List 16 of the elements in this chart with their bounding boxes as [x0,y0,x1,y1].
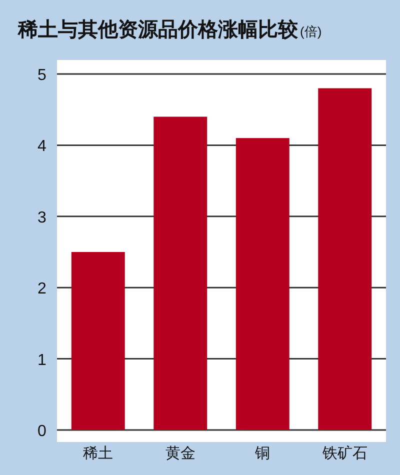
y-tick-label: 5 [38,67,47,84]
bar [71,252,125,430]
chart-title: 稀土与其他资源品价格涨幅比较 [17,19,299,41]
x-tick-label: 稀土 [83,445,114,462]
y-tick-label: 0 [38,423,47,440]
bar [318,88,372,430]
y-tick-label: 3 [38,209,47,226]
x-tick-label: 铁矿石 [321,445,368,462]
x-tick-label: 铜 [254,445,270,462]
bar [236,138,290,430]
y-tick-label: 2 [38,280,47,298]
y-tick-label: 1 [38,352,47,369]
y-tick-label: 4 [38,138,47,156]
y-axis-title: (倍) [300,24,322,39]
bar [154,116,208,430]
x-tick-label: 黄金 [165,445,196,462]
